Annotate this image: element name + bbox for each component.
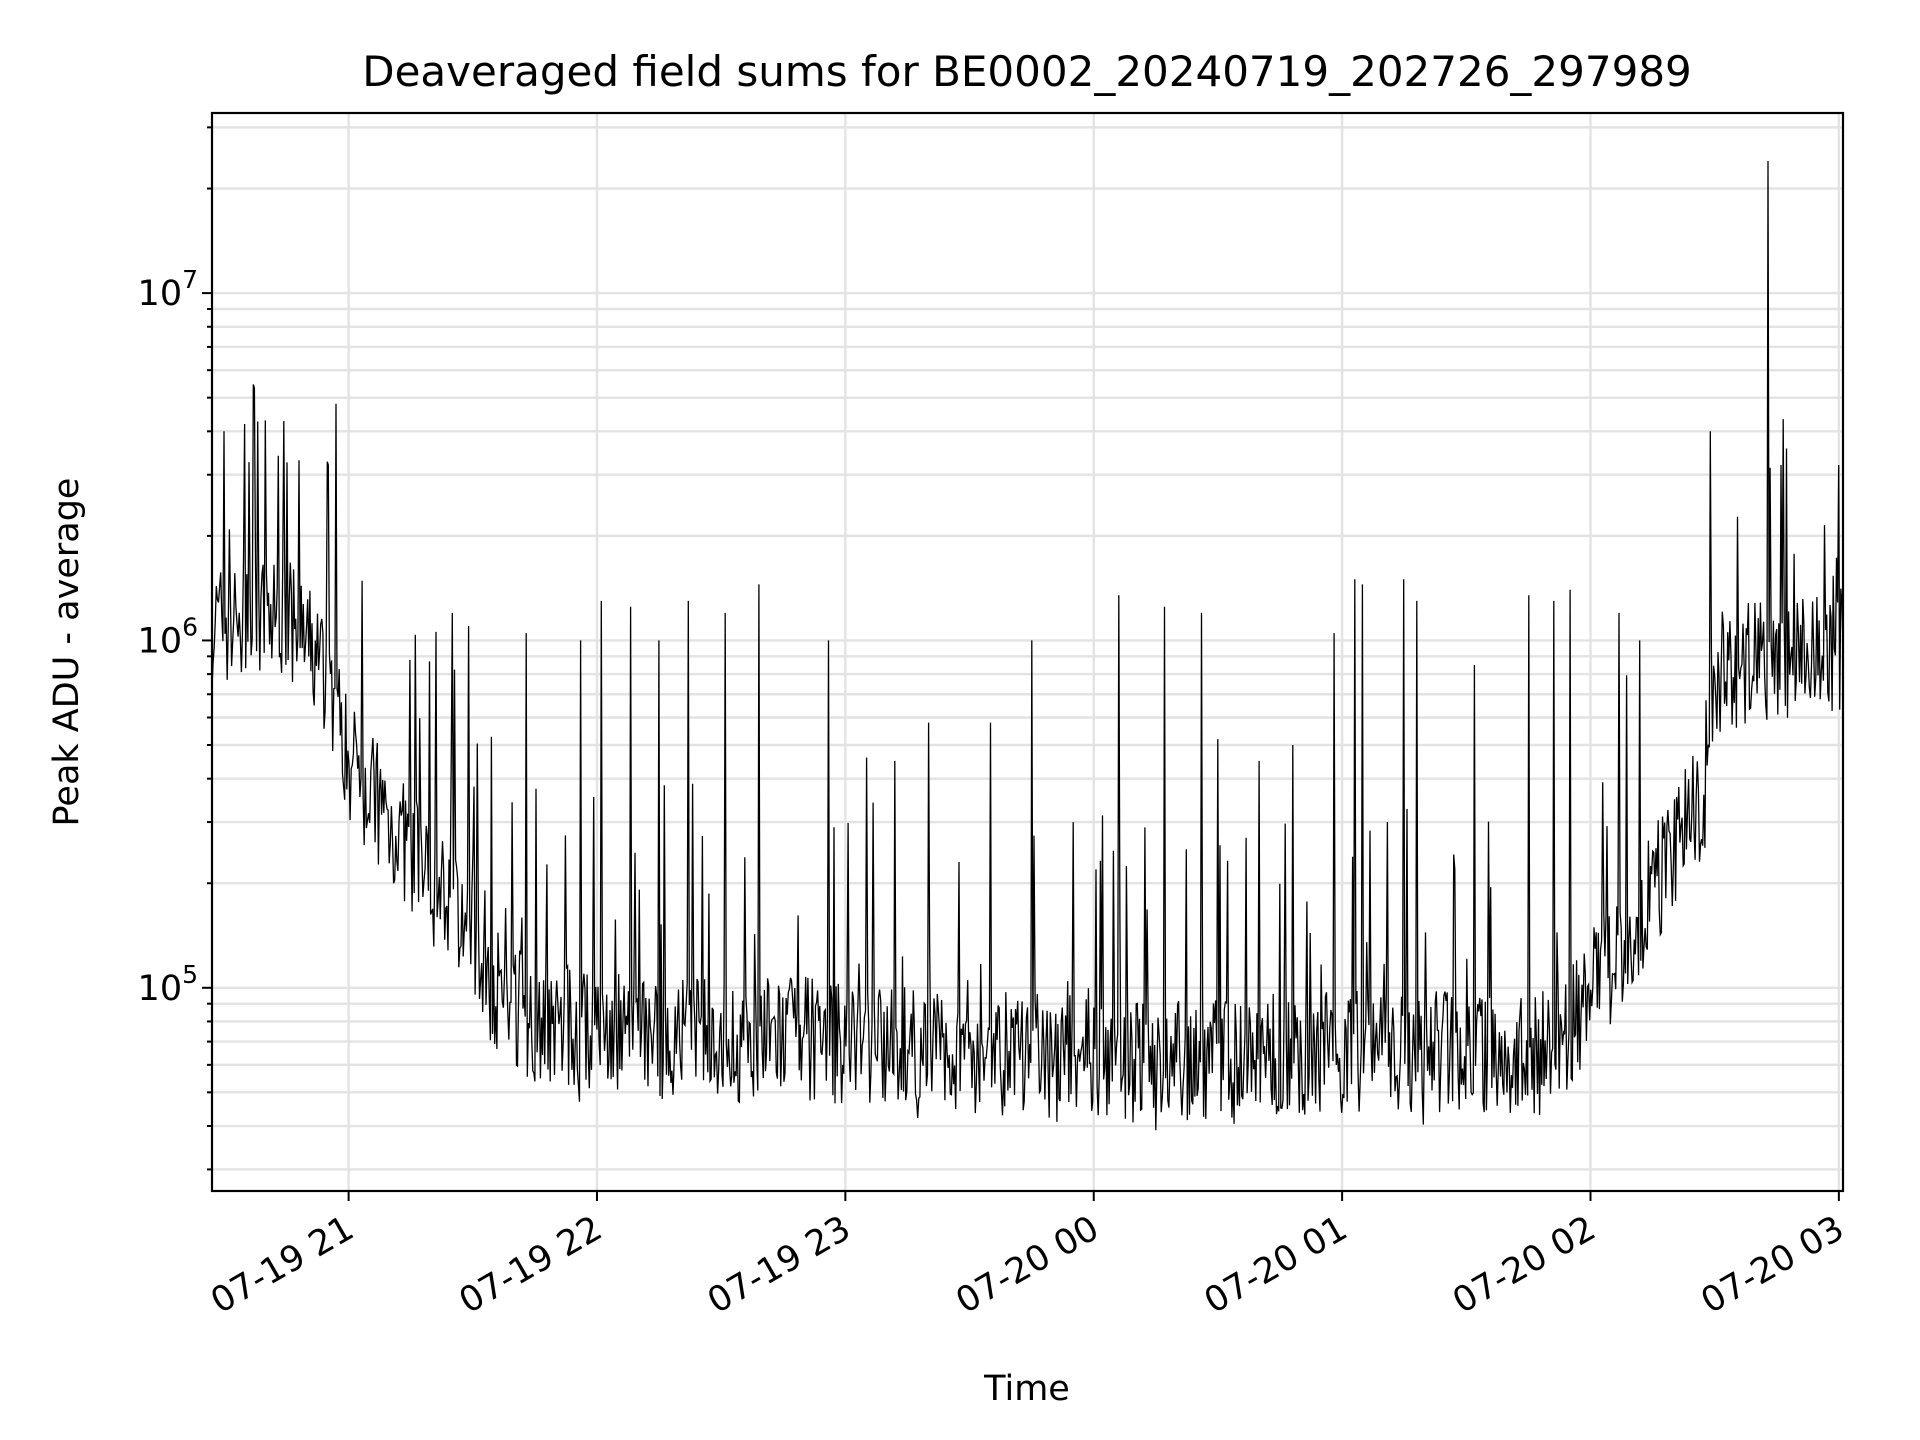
x-tick-label: 07-20 00 (950, 1209, 1106, 1322)
x-tick-label: 07-20 03 (1695, 1209, 1851, 1322)
chart-title: Deaveraged field sums for BE0002_2024071… (362, 47, 1692, 96)
x-tick-label: 07-20 02 (1446, 1209, 1602, 1322)
y-axis-label: Peak ADU - average (47, 478, 87, 827)
series-layer (211, 160, 1844, 1131)
x-tick-label: 07-19 22 (453, 1209, 609, 1322)
grid-layer (212, 113, 1843, 1191)
x-tick-label: 07-20 01 (1198, 1209, 1354, 1322)
x-tick-label: 07-19 23 (701, 1209, 857, 1322)
x-axis-label: Time (983, 1369, 1070, 1409)
series-line (211, 160, 1844, 1131)
tick-layer: 105 106 107 07-19 21 07-19 22 07-19 23 07-20 0… (138, 126, 1851, 1322)
y-tick-label: 106 (138, 612, 198, 661)
plot-frame (210, 111, 1845, 1193)
y-tick-label: 105 (138, 960, 198, 1009)
x-tick-label: 07-19 21 (204, 1209, 360, 1322)
y-tick-label: 107 (138, 265, 198, 314)
